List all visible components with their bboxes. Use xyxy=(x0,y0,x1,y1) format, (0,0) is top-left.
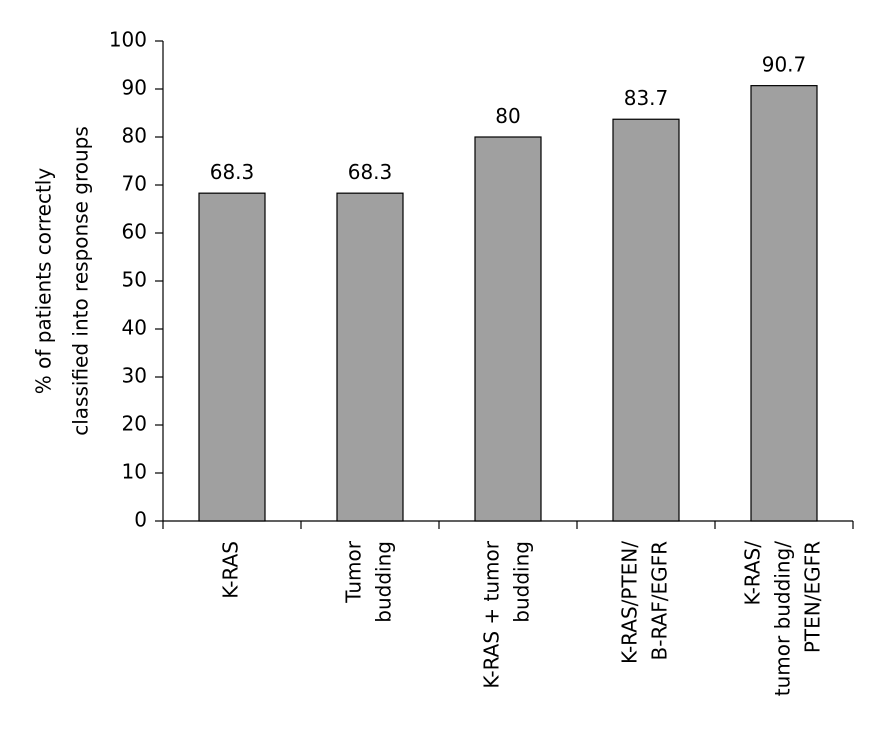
bar xyxy=(750,85,818,522)
bar xyxy=(336,192,404,522)
x-axis xyxy=(162,520,854,529)
bar xyxy=(612,118,680,522)
y-axis-title: % of patients correctly classified into r… xyxy=(32,126,93,436)
category-label: K-RAS xyxy=(219,541,243,599)
y-tick-label: 50 xyxy=(122,268,147,292)
category-label-line: B-RAF/EGFR xyxy=(648,541,672,661)
bar xyxy=(198,192,266,522)
y-tick-label: 30 xyxy=(122,364,147,388)
data-label: 80 xyxy=(495,104,520,128)
y-tick-label: 90 xyxy=(122,76,147,100)
category-label-line: tumor budding/ xyxy=(771,541,795,697)
bars xyxy=(198,85,818,522)
category-label-line: Tumor xyxy=(342,540,366,604)
category-label: K-RAS/tumor budding/PTEN/EGFR xyxy=(741,541,825,697)
category-label-line: PTEN/EGFR xyxy=(801,541,825,653)
data-labels: 68.3 68.3 80 83.7 90.7 xyxy=(210,53,807,185)
category-label-line: K-RAS/PTEN/ xyxy=(618,541,642,664)
y-tick-label: 20 xyxy=(122,412,147,436)
category-label-line: K-RAS xyxy=(219,541,243,599)
y-tick-label: 80 xyxy=(122,124,147,148)
category-label: Tumor budding xyxy=(342,540,396,622)
category-label-line: K-RAS/ xyxy=(741,541,765,606)
y-axis-title-line: % of patients correctly xyxy=(32,168,56,395)
data-label: 83.7 xyxy=(624,86,669,110)
bar xyxy=(474,136,542,522)
y-axis-title-line: classified into response groups xyxy=(69,126,93,436)
data-label: 90.7 xyxy=(762,53,807,77)
y-axis: 0 10 20 30 40 50 60 70 80 90 100 xyxy=(109,28,164,532)
y-tick-label: 0 xyxy=(134,508,147,532)
category-label-line: K-RAS + tumor xyxy=(480,540,504,688)
data-label: 68.3 xyxy=(348,160,393,184)
category-label: K-RAS/PTEN/B-RAF/EGFR xyxy=(618,541,672,664)
y-tick-label: 60 xyxy=(122,220,147,244)
data-label: 68.3 xyxy=(210,160,255,184)
y-tick-label: 100 xyxy=(109,28,147,52)
category-labels: K-RAS Tumor budding K-RAS + tumor budding K-R… xyxy=(219,540,825,696)
category-label-line: budding xyxy=(372,541,396,623)
y-tick-label: 40 xyxy=(122,316,147,340)
y-tick-label: 70 xyxy=(122,172,147,196)
category-label: K-RAS + tumor budding xyxy=(480,540,534,688)
category-label-line: budding xyxy=(510,541,534,623)
y-tick-label: 10 xyxy=(122,460,147,484)
